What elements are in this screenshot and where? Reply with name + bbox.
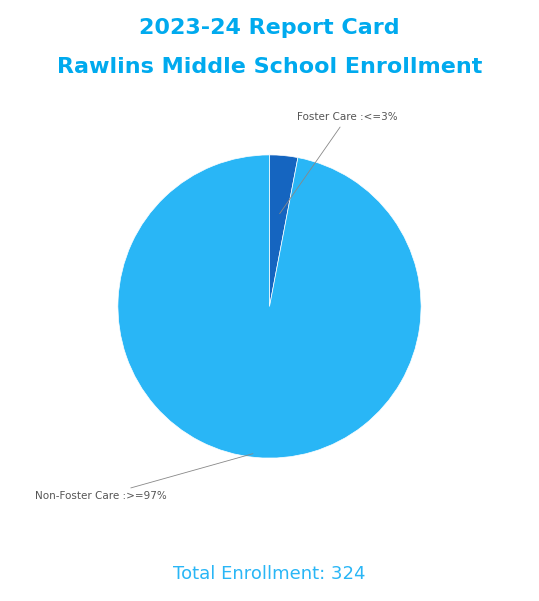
- Text: Rawlins Middle School Enrollment: Rawlins Middle School Enrollment: [57, 57, 482, 77]
- Text: Foster Care :<=3%: Foster Care :<=3%: [280, 112, 397, 214]
- Wedge shape: [270, 155, 298, 307]
- Wedge shape: [118, 155, 421, 458]
- Text: Non-Foster Care :>=97%: Non-Foster Care :>=97%: [34, 454, 253, 501]
- Text: 2023-24 Report Card: 2023-24 Report Card: [139, 18, 400, 38]
- Text: Total Enrollment: 324: Total Enrollment: 324: [173, 565, 366, 583]
